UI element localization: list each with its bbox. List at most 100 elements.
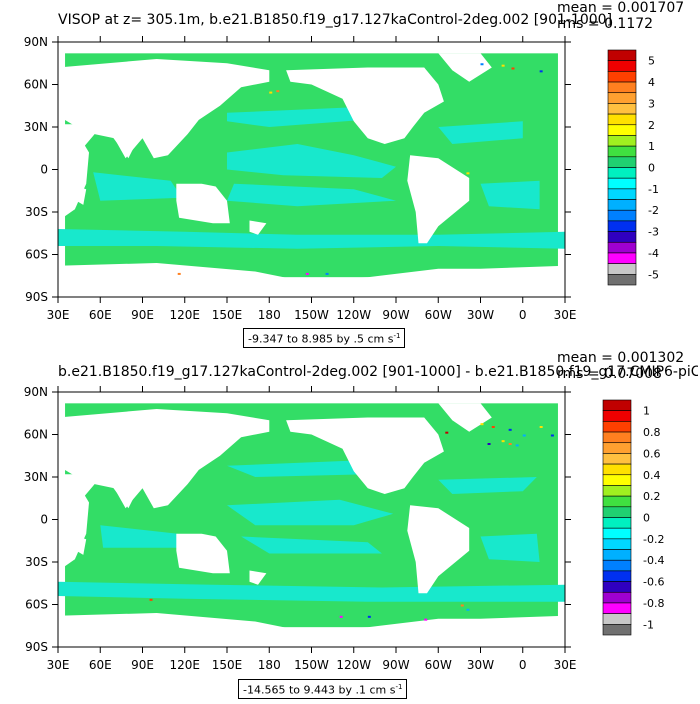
colorbar-box	[607, 209, 637, 222]
colorbar-label: -4	[648, 247, 659, 260]
field-patch-5	[438, 477, 537, 494]
land-mask-5	[407, 155, 470, 244]
colorbar-label: 5	[648, 55, 655, 68]
y-tick-label: 30S	[25, 555, 48, 569]
field-speck-1	[276, 90, 280, 93]
field-patch-4	[227, 107, 382, 127]
colorbar-label: -0.2	[643, 533, 664, 546]
x-tick-label: 120W	[336, 308, 371, 322]
colorbar-box	[607, 60, 637, 72]
field-speck-9	[539, 426, 543, 428]
field-speck-14	[460, 604, 464, 607]
land-mask-1	[58, 59, 270, 159]
panel1-range-box: -9.347 to 8.985 by .5 cm s-1	[243, 328, 406, 348]
colorbar-label: 4	[648, 76, 655, 89]
land-mask-8	[249, 220, 267, 235]
land-mask-8	[249, 570, 267, 585]
colorbar-box	[607, 231, 637, 243]
colorbar-box	[607, 263, 637, 275]
field-patch-2	[227, 183, 396, 207]
colorbar-box	[607, 113, 637, 126]
colorbar-label: 0.4	[643, 469, 661, 482]
panel1-range-text: -9.347 to 8.985 by .5 cm s	[248, 332, 394, 346]
x-tick-label: 30W	[467, 308, 494, 322]
field-speck-4	[515, 444, 519, 447]
field-speck-0	[480, 423, 484, 426]
y-tick-label: 90S	[25, 640, 48, 654]
colorbar-box	[602, 517, 632, 529]
field-patch-1	[227, 499, 394, 526]
x-tick-label: 180	[258, 658, 281, 672]
colorbar-label: 2	[648, 119, 655, 132]
land-mask-2	[111, 135, 140, 159]
x-tick-label: 180	[258, 308, 281, 322]
panel2-mean: mean = 0.001302	[557, 350, 685, 366]
field-speck-5	[539, 70, 543, 73]
field-speck-1	[491, 426, 495, 428]
x-tick-label: 120W	[336, 658, 371, 672]
x-tick-label: 0	[519, 658, 527, 672]
colorbar-label: 0	[643, 512, 650, 525]
x-tick-label: 30E	[554, 658, 577, 672]
colorbar-box	[607, 135, 637, 147]
colorbar-label: -0.8	[643, 597, 664, 610]
field-speck-5	[508, 428, 512, 431]
colorbar-box	[602, 410, 632, 422]
colorbar-box	[602, 474, 632, 486]
land-mask-6	[438, 53, 492, 82]
x-tick-label: 120E	[170, 308, 201, 322]
colorbar-box	[602, 453, 632, 465]
x-tick-label: 150W	[294, 308, 329, 322]
colorbar-label: 1	[648, 140, 655, 153]
x-tick-label: 90W	[382, 308, 409, 322]
colorbar-box	[607, 49, 637, 61]
colorbar-box	[607, 199, 637, 211]
colorbar-box	[607, 81, 637, 94]
field-speck-15	[466, 608, 470, 611]
colorbar-box	[607, 241, 637, 254]
colorbar-box	[602, 485, 632, 497]
panel-1: 30E 60E 90E 120E 150E 180 150W 120W 90W 60W 30W 0 30…	[24, 35, 659, 322]
colorbar-box	[602, 602, 632, 614]
colorbar-box	[602, 549, 632, 561]
field-patch-4	[227, 460, 368, 477]
field-speck-7	[325, 272, 329, 275]
field-speck-4	[511, 67, 515, 70]
field-speck-8	[177, 272, 181, 275]
land-mask-9	[76, 186, 87, 205]
field-speck-7	[487, 443, 491, 445]
panel2-rms: rms = 0.07008	[557, 366, 662, 382]
land-mask-3	[176, 183, 230, 224]
colorbar-label: 0.6	[643, 447, 661, 460]
land-mask-7	[58, 263, 565, 297]
colorbar-box	[607, 92, 637, 104]
colorbar-label: -0.4	[643, 554, 664, 567]
field-patch-1	[227, 144, 396, 178]
y-tick-label: 60S	[25, 598, 48, 612]
x-tick-label: 30W	[467, 658, 494, 672]
field-patch-3	[58, 581, 565, 602]
colorbar-box	[607, 252, 637, 264]
land-mask-7	[58, 613, 565, 647]
field-patch-2	[241, 536, 382, 554]
field-speck-6	[522, 434, 526, 437]
x-tick-label: 30E	[47, 658, 70, 672]
x-tick-label: 90W	[382, 658, 409, 672]
y-tick-label: 60N	[24, 428, 48, 442]
colorbar-label: -3	[648, 226, 659, 239]
colorbar-box	[602, 442, 632, 454]
y-tick-label: 90N	[24, 385, 48, 399]
panel2-range-text: -14.565 to 9.443 by .1 cm s	[243, 683, 396, 697]
y-tick-label: 0	[40, 513, 48, 527]
colorbar-box	[602, 421, 632, 433]
field-speck-13	[367, 615, 371, 618]
colorbar-box	[607, 156, 637, 168]
field-patch-5	[438, 121, 523, 144]
colorbar-box	[602, 463, 632, 476]
colorbar-box	[607, 103, 637, 115]
field-patch-6	[480, 533, 540, 562]
panel1-range-exp: -1	[393, 332, 401, 340]
field-speck-2	[501, 440, 505, 443]
panel1-mean: mean = 0.001707	[557, 0, 685, 16]
land-mask-6	[438, 403, 492, 432]
